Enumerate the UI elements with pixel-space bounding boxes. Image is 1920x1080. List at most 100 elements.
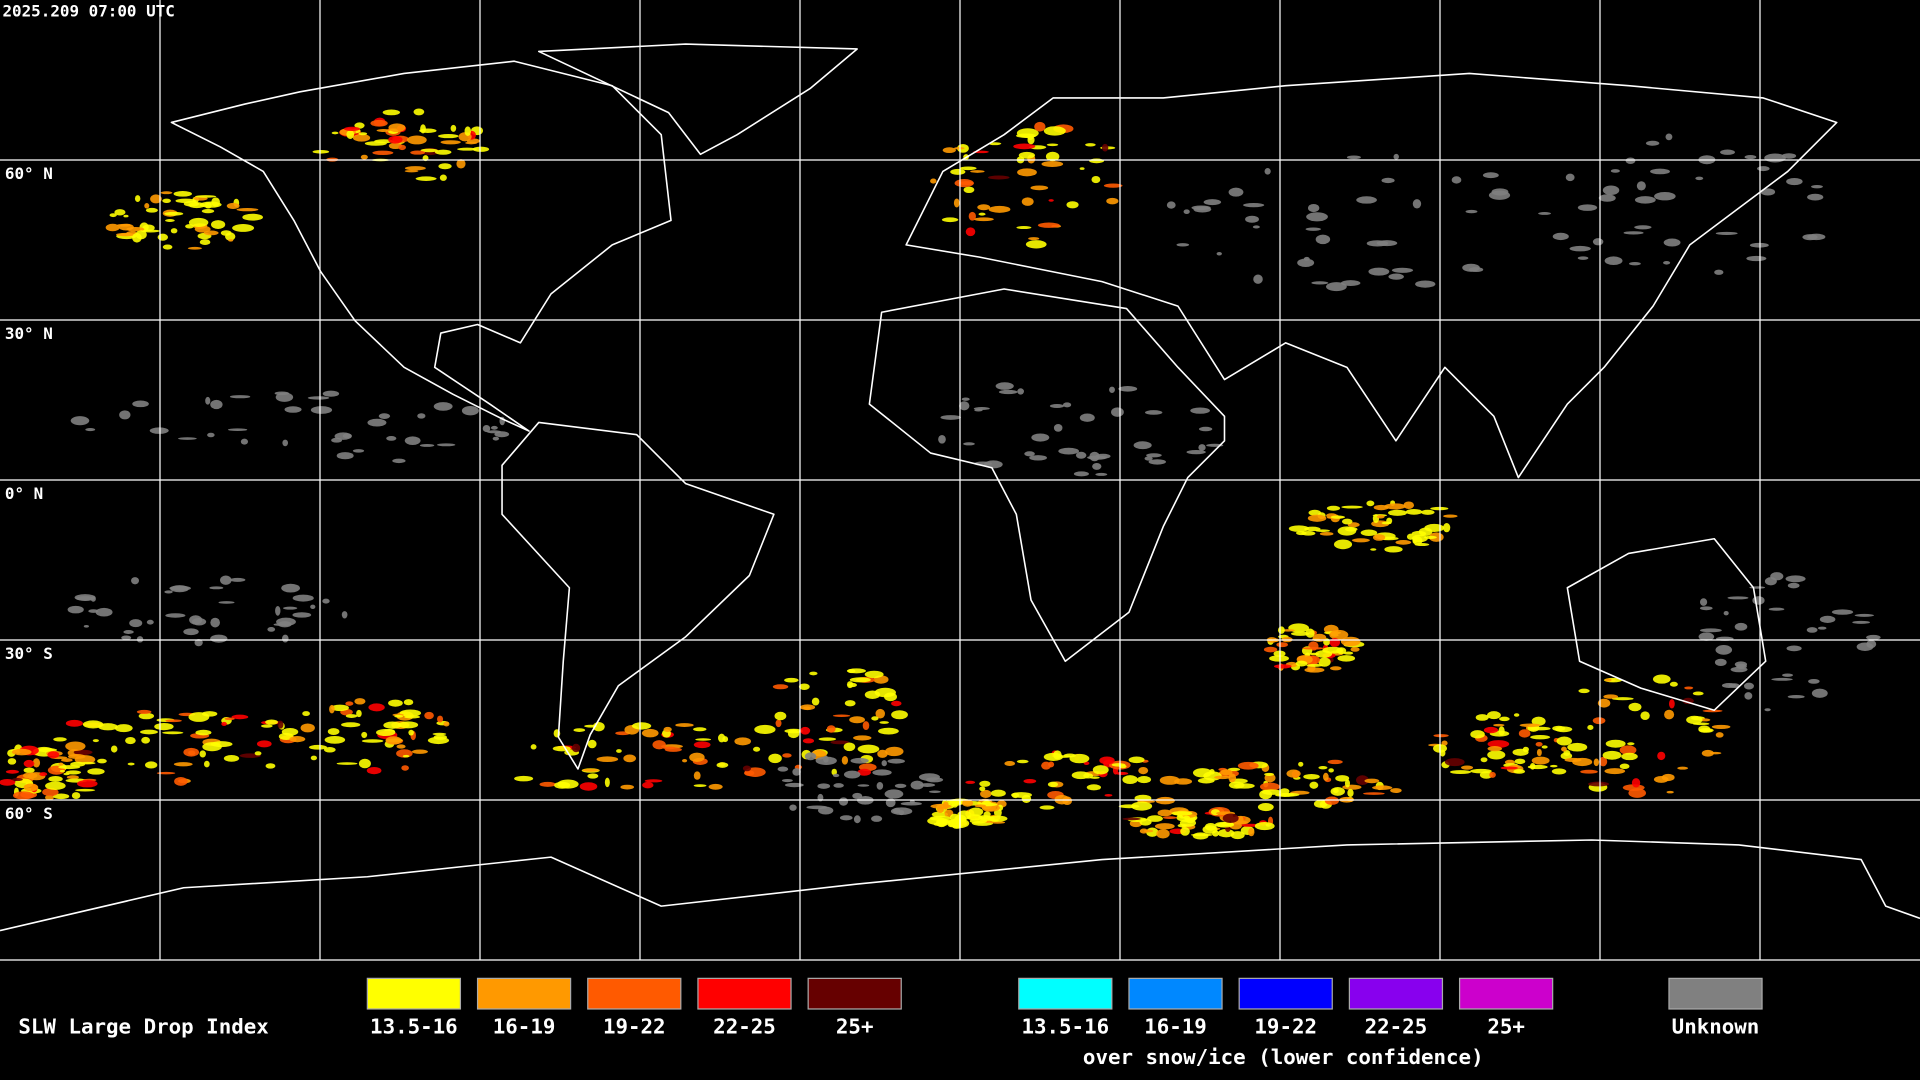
data-patch [1475, 714, 1489, 721]
data-patch [857, 784, 870, 787]
data-patch [1307, 514, 1327, 522]
data-patch [403, 699, 414, 706]
data-patch [358, 758, 371, 769]
data-patch [894, 783, 907, 788]
data-patch [1217, 829, 1235, 838]
data-patch [32, 758, 41, 768]
data-patch [1104, 793, 1113, 797]
data-patch [1430, 506, 1449, 511]
data-patch [1309, 652, 1320, 656]
data-patch [1155, 796, 1175, 805]
data-patch [125, 737, 136, 745]
coast-north-america [170, 60, 672, 432]
data-patch [1810, 184, 1823, 189]
data-patch [327, 728, 340, 736]
data-patch [204, 202, 212, 209]
data-patch [432, 732, 447, 736]
data-patch [438, 134, 459, 139]
data-patch [1023, 778, 1037, 784]
data-patch [145, 761, 158, 769]
data-patch [689, 752, 705, 762]
data-patch [59, 769, 65, 773]
data-patch [1684, 686, 1694, 690]
data-patch [853, 735, 872, 741]
data-patch [404, 166, 426, 171]
data-patch [388, 135, 403, 144]
data-patch [1079, 413, 1095, 422]
data-patch [857, 768, 871, 776]
data-patch [1405, 508, 1423, 515]
data-patch [1190, 407, 1210, 414]
data-patch [853, 815, 861, 824]
data-patch [1018, 151, 1035, 159]
data-patch [175, 198, 197, 204]
data-patch [396, 744, 406, 749]
data-patch [953, 198, 960, 208]
data-patch [23, 783, 39, 792]
data-patch [440, 140, 461, 145]
data-patch [456, 159, 466, 169]
data-patch [841, 755, 849, 765]
data-patch [1663, 260, 1671, 265]
data-patch [154, 722, 174, 731]
data-patch [199, 750, 206, 758]
data-patch [366, 767, 382, 775]
data-patch [931, 811, 948, 818]
data-patch [799, 704, 816, 711]
data-patch [23, 767, 35, 774]
data-patch [1144, 456, 1153, 461]
data-patch [63, 772, 70, 776]
data-patch [1372, 534, 1386, 541]
data-patch [1302, 647, 1324, 650]
data-patch [990, 821, 1006, 824]
data-patch [1592, 717, 1606, 725]
data-patch [1631, 778, 1641, 788]
data-patch [164, 590, 173, 594]
data-patch [1808, 678, 1820, 684]
data-patch [1336, 647, 1347, 655]
legend-swatch [476, 977, 572, 1010]
data-patch [165, 719, 182, 723]
data-patch [1500, 766, 1518, 770]
data-patch [1279, 788, 1290, 795]
data-patch [1480, 757, 1488, 763]
data-patch [1714, 269, 1724, 275]
data-patch [275, 605, 281, 616]
data-patch [1627, 742, 1635, 746]
data-patch [849, 677, 871, 683]
data-patch [744, 770, 755, 776]
data-patch [1831, 609, 1854, 615]
data-patch [464, 126, 471, 136]
data-patch [1465, 209, 1478, 214]
data-patch [156, 771, 176, 775]
data-patch [140, 729, 158, 735]
data-patch [1802, 234, 1818, 241]
data-patch [965, 227, 976, 237]
data-patch [811, 697, 820, 706]
data-patch [1487, 711, 1501, 720]
data-patch [909, 799, 915, 804]
data-patch [1602, 185, 1620, 196]
data-patch [818, 737, 837, 741]
data-patch [1598, 194, 1616, 202]
data-patch [1021, 197, 1034, 206]
data-patch [1243, 202, 1265, 208]
data-patch [83, 624, 89, 628]
data-patch [1411, 530, 1427, 537]
data-patch [1519, 723, 1541, 728]
data-patch [331, 131, 339, 135]
data-patch [1047, 781, 1059, 788]
data-patch [1335, 775, 1350, 782]
data-patch [1721, 682, 1737, 688]
data-patch [843, 770, 861, 779]
data-patch [839, 815, 853, 821]
data-patch [361, 731, 368, 739]
data-patch [419, 443, 435, 447]
data-patch [345, 714, 358, 718]
data-patch [1487, 750, 1506, 760]
data-patch [1723, 610, 1729, 616]
latitude-label: 30° N [5, 324, 53, 343]
data-patch [1216, 252, 1222, 256]
data-patch [1344, 779, 1350, 788]
data-patch [990, 789, 1006, 797]
